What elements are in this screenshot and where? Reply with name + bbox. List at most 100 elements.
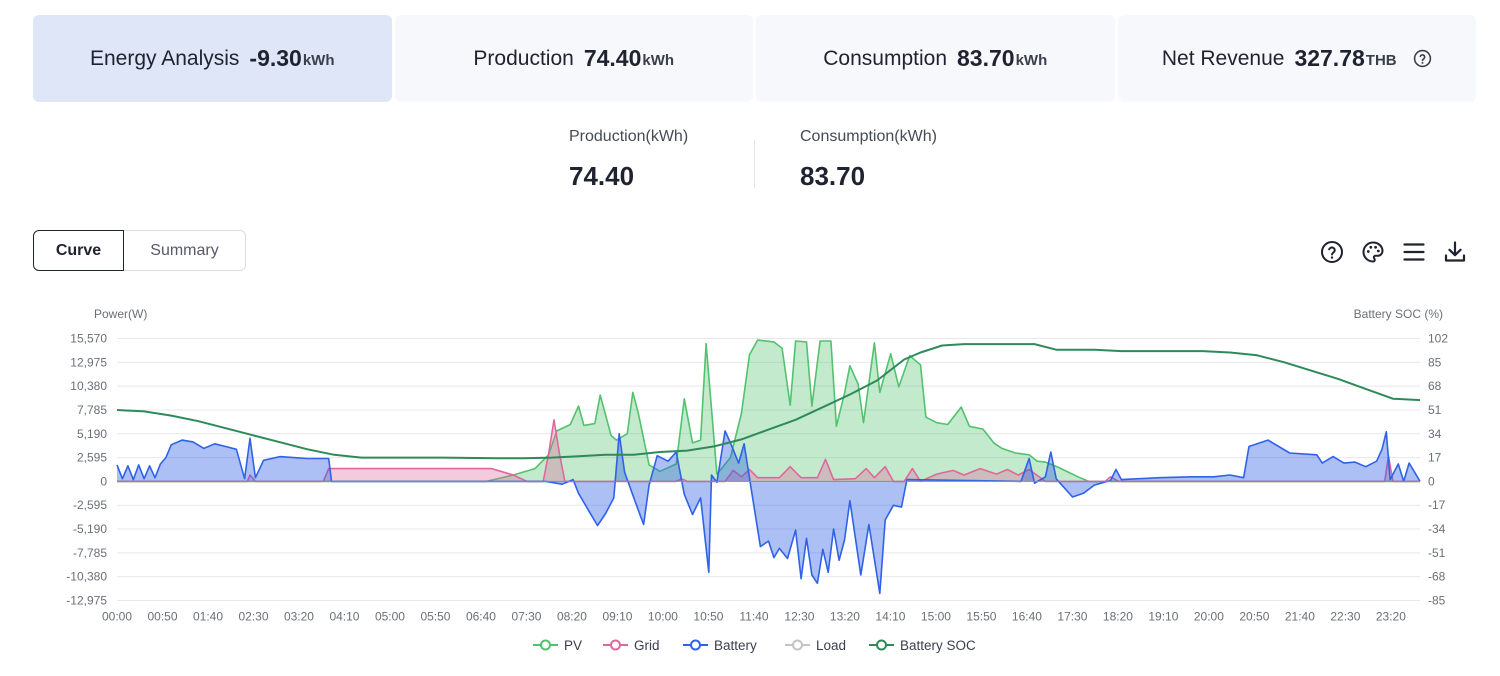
curve-button[interactable]: Curve [33, 230, 124, 271]
x-axis-tick: 05:00 [375, 610, 405, 624]
tab-net-revenue-unit: THB [1365, 52, 1397, 69]
x-axis-tick: 02:30 [238, 610, 268, 624]
x-axis-tick: 06:40 [466, 610, 496, 624]
legend-item-grid[interactable]: Grid [603, 638, 660, 653]
tab-consumption-value: 83.70 [957, 45, 1015, 71]
tab-production-value: 74.40 [583, 45, 642, 71]
stat-divider [754, 140, 755, 188]
left-axis-tick: -2,595 [73, 498, 107, 512]
x-axis-tick: 08:20 [557, 610, 587, 624]
x-axis-tick: 12:30 [784, 610, 814, 624]
tab-consumption-unit: kWh [1015, 52, 1048, 69]
right-axis-tick: -17 [1428, 498, 1446, 512]
series-pv [117, 339, 1420, 483]
right-axis-tick: 34 [1428, 427, 1442, 441]
left-axis-tick: 15,570 [70, 332, 107, 346]
x-axis-tick: 00:50 [147, 610, 177, 624]
legend-label: Grid [634, 638, 660, 653]
right-axis-tick: 51 [1428, 403, 1442, 417]
legend-swatch-marker [876, 639, 887, 651]
area-battery [117, 430, 1420, 594]
left-axis-tick: -7,785 [73, 546, 107, 560]
help-circle-icon[interactable] [1413, 49, 1432, 68]
download-icon[interactable] [1443, 240, 1467, 264]
production-stat: Production(kWh) 74.40 [569, 128, 688, 192]
right-axis-tick: 85 [1428, 355, 1442, 369]
tab-consumption[interactable]: Consumption 83.70 kWh [756, 15, 1115, 102]
x-axis-tick: 17:30 [1057, 610, 1087, 624]
x-axis-tick: 11:40 [739, 610, 768, 624]
legend-swatch-marker [540, 639, 551, 651]
left-axis-tick: 10,380 [70, 379, 107, 393]
right-axis-tick: -51 [1428, 546, 1446, 560]
tab-production-label: Production [473, 46, 574, 70]
left-axis-tick: 5,190 [77, 427, 107, 441]
tab-energy-analysis-value: -9.30 [249, 45, 302, 71]
summary-button[interactable]: Summary [124, 230, 246, 271]
x-axis-tick: 19:10 [1148, 610, 1178, 624]
area-pv [117, 340, 1420, 482]
x-axis-tick: 03:20 [284, 610, 314, 624]
x-axis-tick: 20:50 [1239, 610, 1269, 624]
tab-net-revenue-value: 327.78 [1294, 45, 1365, 71]
x-axis-tick: 15:50 [966, 610, 996, 624]
tab-net-revenue[interactable]: Net Revenue 327.78 THB [1117, 15, 1476, 102]
x-axis-tick: 14:10 [875, 610, 905, 624]
legend-item-pv[interactable]: PV [533, 638, 582, 653]
left-axis-tick: -5,190 [73, 522, 107, 536]
consumption-stat-label: Consumption(kWh) [800, 128, 937, 145]
line-battery-soc [116, 343, 1421, 460]
left-axis-tick: 0 [100, 474, 107, 488]
x-axis-tick: 09:10 [602, 610, 632, 624]
tab-consumption-label: Consumption [823, 46, 947, 70]
tab-production[interactable]: Production 74.40 kWh [394, 15, 753, 102]
x-axis-tick: 01:40 [193, 610, 223, 624]
left-axis-tick: 7,785 [77, 403, 107, 417]
tab-energy-analysis-label: Energy Analysis [89, 46, 240, 70]
menu-icon[interactable] [1402, 240, 1426, 264]
x-axis-tick: 07:30 [511, 610, 541, 624]
x-axis-tick: 22:30 [1330, 610, 1360, 624]
consumption-stat-value: 83.70 [800, 161, 866, 191]
production-stat-value: 74.40 [569, 161, 635, 191]
left-axis-tick: 12,975 [70, 355, 107, 369]
left-axis-tick: 2,595 [77, 451, 107, 465]
right-axis-tick: 17 [1428, 451, 1442, 465]
right-axis-tick: 68 [1428, 379, 1442, 393]
series-battery [116, 430, 1421, 595]
x-axis-tick: 10:50 [693, 610, 723, 624]
x-axis-tick: 16:40 [1012, 610, 1042, 624]
right-axis-tick: -85 [1428, 594, 1446, 608]
series-battery-soc [116, 343, 1421, 460]
energy-curve-chart: 15,570 12,975 10,380 7,785 5,190 2,595 0 -2,595… [66, 307, 1448, 653]
x-axis-tick: 00:00 [102, 610, 132, 624]
legend-item-battery[interactable]: Battery [683, 638, 757, 653]
energy-summary-tabs: Energy Analysis -9.30 kWh Production 74.… [33, 15, 1476, 102]
x-axis-tick: 18:20 [1103, 610, 1133, 624]
tab-net-revenue-label: Net Revenue [1161, 46, 1285, 70]
help-circle-icon[interactable] [1320, 240, 1344, 264]
tab-production-unit: kWh [642, 52, 675, 69]
left-axis-title: Power(W) [94, 307, 147, 321]
chart-legend: PV Grid Battery Load Battery SOC [533, 638, 976, 653]
line-battery [116, 430, 1421, 595]
legend-swatch-marker [610, 639, 621, 651]
production-stat-label: Production(kWh) [569, 128, 689, 145]
right-axis-tick: -34 [1428, 522, 1446, 536]
x-axis-tick: 20:00 [1194, 610, 1224, 624]
left-axis-tick: -10,380 [66, 570, 107, 584]
tab-energy-analysis[interactable]: Energy Analysis -9.30 kWh [33, 15, 392, 102]
legend-swatch-marker [690, 639, 701, 651]
x-axis-tick: 15:00 [921, 610, 951, 624]
legend-label: Battery SOC [900, 638, 976, 653]
x-axis-tick: 23:20 [1376, 610, 1406, 624]
legend-label: Battery [714, 638, 757, 653]
legend-label: Load [816, 638, 846, 653]
legend-item-load[interactable]: Load [785, 638, 846, 653]
x-axis-tick: 04:10 [329, 610, 359, 624]
legend-item-battery-soc[interactable]: Battery SOC [869, 638, 976, 653]
x-axis-tick: 21:40 [1285, 610, 1315, 624]
x-axis-tick: 13:20 [830, 610, 860, 624]
palette-icon[interactable] [1361, 240, 1385, 264]
view-toggle: Curve Summary [33, 230, 246, 271]
